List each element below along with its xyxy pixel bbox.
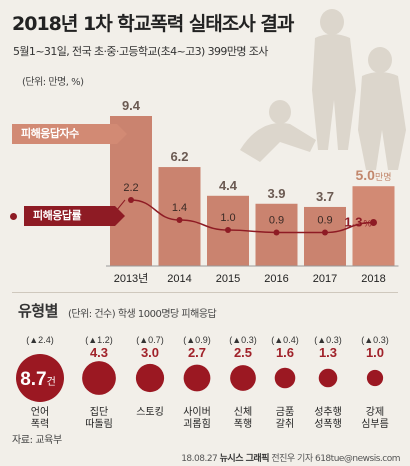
type-category-label: 성폭행	[314, 418, 342, 430]
type-category-label: 강제	[366, 406, 384, 418]
rate-point	[370, 219, 377, 226]
credit-author: 전진우 기자 618tue@newsis.com	[271, 454, 400, 464]
type-category-label: 성추행	[314, 406, 342, 418]
type-bubble	[318, 368, 338, 388]
type-change-label: (▲0.9)	[183, 335, 210, 345]
credit-agency: 뉴시스 그래픽	[219, 454, 270, 464]
x-tick-label: 2015	[216, 273, 240, 285]
type-category-label: 갈취	[276, 417, 294, 430]
source-note: 자료: 교육부	[12, 435, 62, 446]
students-illustration	[240, 9, 406, 170]
unit-note: (단위: 만명, %)	[22, 77, 84, 88]
page-title: 2018년 1차 학교폭력 실태조사 결과	[12, 9, 294, 36]
type-bubble	[135, 363, 165, 393]
type-category-label: 폭행	[234, 418, 252, 430]
type-value-label: 2.5	[234, 345, 252, 360]
type-category-label: 심부름	[361, 418, 389, 430]
type-bubble-chart: (▲2.4)8.7건언어폭력(▲1.2)4.3집단따돌림(▲0.7)3.0스토킹…	[16, 335, 389, 430]
type-change-label: (▲0.3)	[229, 335, 256, 345]
title-year: 2018년 1차	[12, 13, 118, 35]
type-bubble	[230, 365, 256, 391]
type-change-label: (▲0.4)	[271, 335, 298, 345]
type-section-title: 유형별	[18, 302, 58, 320]
bar-value-label: 4.4	[219, 178, 238, 193]
rate-point	[128, 197, 134, 203]
type-category-label: 사이버	[183, 406, 211, 418]
type-bubble	[82, 361, 116, 395]
rate-value-label: 1.0	[220, 212, 235, 224]
rate-point	[322, 229, 328, 236]
bar-line-chart: 9.4 2013년 6.2 2014 4.4 2015 3.9 2016 3.7 2017 5.0만…	[106, 98, 399, 285]
type-value-label: 4.3	[90, 345, 108, 360]
credit-line: 18.08.27 뉴시스 그래픽 전진우 기자 618tue@newsis.co…	[181, 451, 400, 464]
rate-value-unit: %	[363, 219, 371, 229]
bar-value-label: 5.0만명	[355, 167, 391, 183]
x-tick-label: 2013년	[114, 272, 149, 285]
type-value-unit: 건	[47, 376, 56, 388]
title-main: 학교폭력 실태조사 결과	[117, 13, 294, 35]
rate-point	[273, 229, 280, 236]
bar-value-label: 9.4	[122, 98, 141, 113]
type-category-label: 따돌림	[85, 418, 113, 430]
section-divider	[12, 292, 398, 293]
type-category-label: 언어	[31, 406, 49, 418]
type-bubble	[16, 354, 64, 402]
rate-value-label: 2.2	[123, 182, 138, 194]
bar-value-label: 3.7	[316, 189, 334, 204]
type-value-label: 2.7	[188, 345, 206, 360]
rate-value-label: 0.9	[317, 215, 332, 227]
type-category-label: 스토킹	[136, 406, 164, 418]
type-value-label: 1.6	[276, 345, 294, 360]
type-value-label: 1.0	[366, 345, 384, 360]
survey-description: 5월1~31일, 전국 초·중·고등학교(초4~고3) 399만명 조사	[13, 45, 268, 58]
type-value-label: 3.0	[141, 345, 159, 360]
rate-value-label: 1.3%	[344, 215, 371, 230]
credit-date: 18.08.27	[181, 454, 218, 464]
bar-value-label: 3.9	[267, 186, 285, 201]
type-change-label: (▲0.7)	[136, 335, 163, 345]
type-bubble	[183, 364, 211, 392]
legend-rate: 피해응답률	[10, 206, 125, 226]
rate-value-label: 1.4	[172, 202, 187, 214]
x-tick-label: 2017	[313, 273, 337, 285]
type-category-label: 폭력	[31, 418, 49, 430]
type-section-note: (단위: 건수) 학생 1000명당 피해응답	[68, 309, 217, 320]
type-category-label: 신체	[234, 406, 252, 418]
rate-point	[176, 217, 183, 223]
type-change-label: (▲0.3)	[314, 335, 341, 345]
x-tick-label: 2018	[361, 273, 385, 285]
type-category-label: 집단	[90, 406, 108, 418]
bar-value-label: 6.2	[170, 149, 188, 164]
legend-cases: 피해응답자수	[12, 124, 127, 144]
type-change-label: (▲2.4)	[26, 335, 53, 345]
x-tick-label: 2014	[167, 273, 191, 285]
bar-2018	[352, 186, 395, 266]
rate-line	[130, 199, 374, 234]
type-value-label: 1.3	[319, 345, 337, 360]
bar-2017	[304, 206, 346, 266]
rate-value-label: 0.9	[269, 215, 284, 227]
type-bubble	[366, 369, 384, 387]
type-change-label: (▲1.2)	[85, 335, 112, 345]
type-bubble	[274, 367, 296, 389]
type-change-label: (▲0.3)	[361, 335, 388, 345]
type-category-label: 금품	[276, 406, 294, 418]
type-category-label: 괴롭힘	[183, 418, 211, 430]
bar-value-unit: 만명	[375, 172, 392, 182]
x-tick-label: 2016	[264, 273, 288, 285]
rate-point	[225, 227, 231, 233]
